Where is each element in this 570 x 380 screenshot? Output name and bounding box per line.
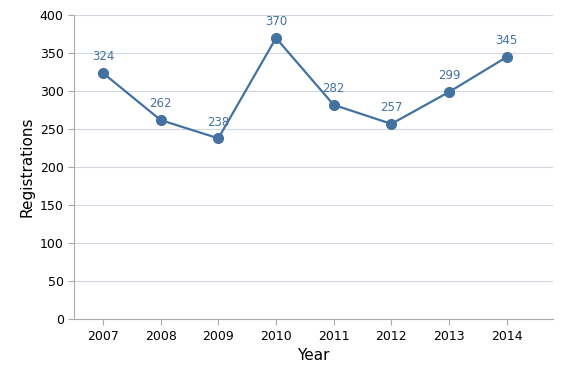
Text: 299: 299 xyxy=(438,69,461,82)
Text: 238: 238 xyxy=(207,116,230,128)
X-axis label: Year: Year xyxy=(297,348,330,363)
Text: 282: 282 xyxy=(323,82,345,95)
Y-axis label: Registrations: Registrations xyxy=(19,117,34,217)
Text: 370: 370 xyxy=(265,15,287,28)
Text: 257: 257 xyxy=(380,101,402,114)
Text: 345: 345 xyxy=(496,34,518,47)
Text: 262: 262 xyxy=(149,97,172,110)
Text: 324: 324 xyxy=(92,50,114,63)
